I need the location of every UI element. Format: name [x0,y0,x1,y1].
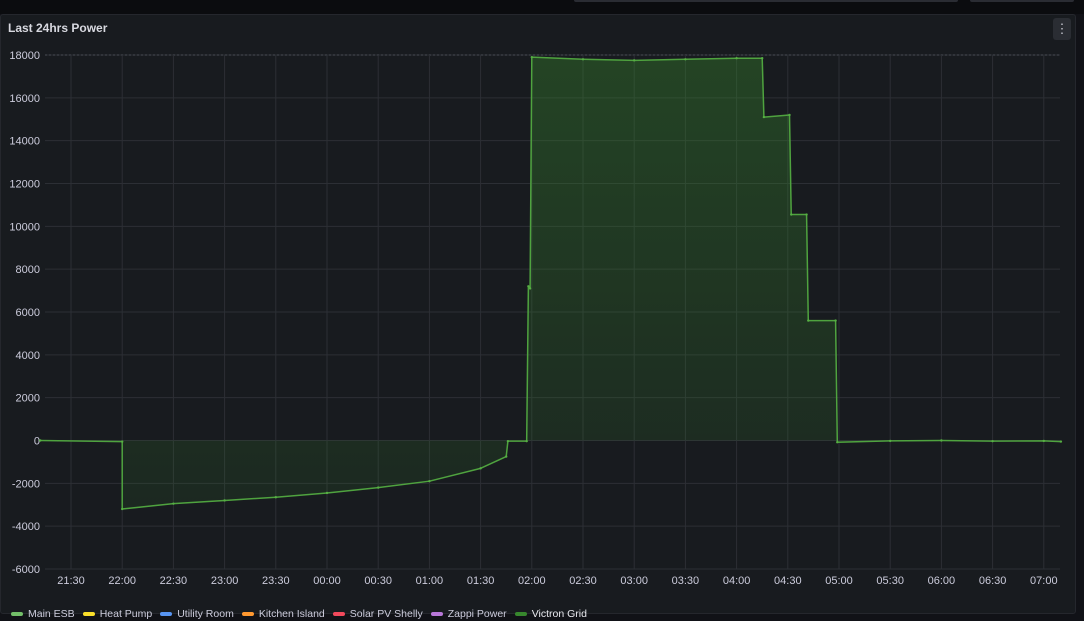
data-point [121,507,124,511]
y-tick-label: 10000 [9,221,40,233]
data-point [684,58,687,61]
legend-swatch [514,612,527,616]
data-point [761,57,764,60]
x-tick-label: 22:30 [160,575,188,587]
x-tick-label: 22:00 [108,575,136,587]
y-tick-label: 18000 [9,50,40,62]
legend-label: Utility Room [177,608,234,620]
y-tick-label: 6000 [16,307,40,319]
data-point [991,439,994,443]
data-point [788,113,791,117]
x-tick-label: 01:00 [416,575,444,587]
x-tick-label: 07:00 [1030,575,1058,587]
toolbar-fragment [574,0,958,2]
data-point [172,502,175,505]
data-point [530,55,533,59]
data-point [805,213,808,216]
x-tick-label: 03:00 [620,575,648,587]
legend-item[interactable]: Kitchen Island [241,608,325,620]
x-tick-label: 05:30 [876,575,904,587]
x-tick-label: 02:30 [569,575,597,587]
data-point [834,319,837,322]
data-point [505,455,508,458]
legend-item[interactable]: Victron Grid [514,608,587,620]
data-point [889,439,892,443]
data-point [1042,439,1046,443]
legend-item[interactable]: Utility Room [160,608,234,620]
legend-swatch [160,612,173,616]
data-point [528,287,532,290]
legend-item[interactable]: Solar PV Shelly [332,608,423,620]
legend-swatch [332,612,345,616]
data-point [735,57,738,60]
data-point [121,440,124,443]
x-tick-label: 00:00 [313,575,341,587]
x-tick-label: 01:30 [467,575,495,587]
legend-item[interactable]: Main ESB [11,608,75,620]
y-tick-label: 8000 [16,264,40,276]
legend-swatch [241,612,254,616]
data-point [1059,440,1063,443]
x-tick-label: 06:00 [928,575,956,587]
y-tick-label: -2000 [12,478,40,490]
x-tick-label: 06:30 [979,575,1007,587]
data-point [527,285,530,288]
legend-label: Heat Pump [99,608,153,620]
data-point [807,319,810,322]
x-tick-label: 02:00 [518,575,546,587]
data-point [325,491,329,495]
top-toolbar-strip [0,0,1084,14]
x-tick-label: 04:00 [723,575,751,587]
legend-item[interactable]: Heat Pump [82,608,153,620]
data-point [428,479,431,483]
data-point [762,115,766,119]
data-point [940,439,943,442]
data-point [506,439,510,443]
legend-label: Solar PV Shelly [349,608,423,620]
legend-swatch [430,612,443,616]
y-tick-label: 0 [34,436,40,448]
data-point [39,439,42,442]
y-tick-label: -4000 [12,521,40,533]
data-point [223,499,226,502]
x-tick-label: 23:30 [262,575,290,587]
legend-label: Main ESB [28,608,75,620]
x-tick-label: 21:30 [57,575,85,587]
data-point [836,441,839,444]
kebab-menu-icon: ⋮ [1055,21,1069,36]
y-tick-label: 4000 [16,350,40,362]
panel-menu-button[interactable]: ⋮ [1053,18,1071,40]
x-tick-label: 23:00 [211,575,239,587]
y-tick-label: 14000 [9,136,40,148]
legend-label: Kitchen Island [258,608,325,620]
series-area-fill [40,57,1061,510]
y-tick-label: 2000 [16,393,40,405]
x-tick-label: 05:00 [825,575,853,587]
panel-title: Last 24hrs Power [8,21,108,35]
power-chart[interactable]: 18000 16000 14000 12000 10000 8000 6000 4000 200… [1,15,1077,615]
y-tick-label: -6000 [12,564,40,576]
toolbar-fragment [970,0,1074,2]
legend-swatch [82,612,95,616]
data-point [377,486,380,489]
data-point [633,59,636,62]
data-point [525,439,528,443]
data-point [790,213,793,216]
legend-label: Victron Grid [531,608,587,620]
x-tick-label: 04:30 [774,575,802,587]
legend-label: Zappi Power [447,608,507,620]
data-point [479,467,482,470]
legend-item[interactable]: Zappi Power [430,608,507,620]
data-point [274,496,277,499]
legend-swatch [11,612,23,616]
data-point [581,58,585,61]
x-tick-label: 03:30 [672,575,700,587]
y-tick-label: 16000 [9,93,40,105]
chart-legend: Main ESB Heat Pump Utility Room Kitchen Isl… [11,607,595,621]
y-tick-label: 12000 [9,179,40,191]
x-tick-label: 00:30 [364,575,392,587]
chart-panel: Last 24hrs Power ⋮ 18000 16000 14000 12000 1… [0,14,1077,620]
